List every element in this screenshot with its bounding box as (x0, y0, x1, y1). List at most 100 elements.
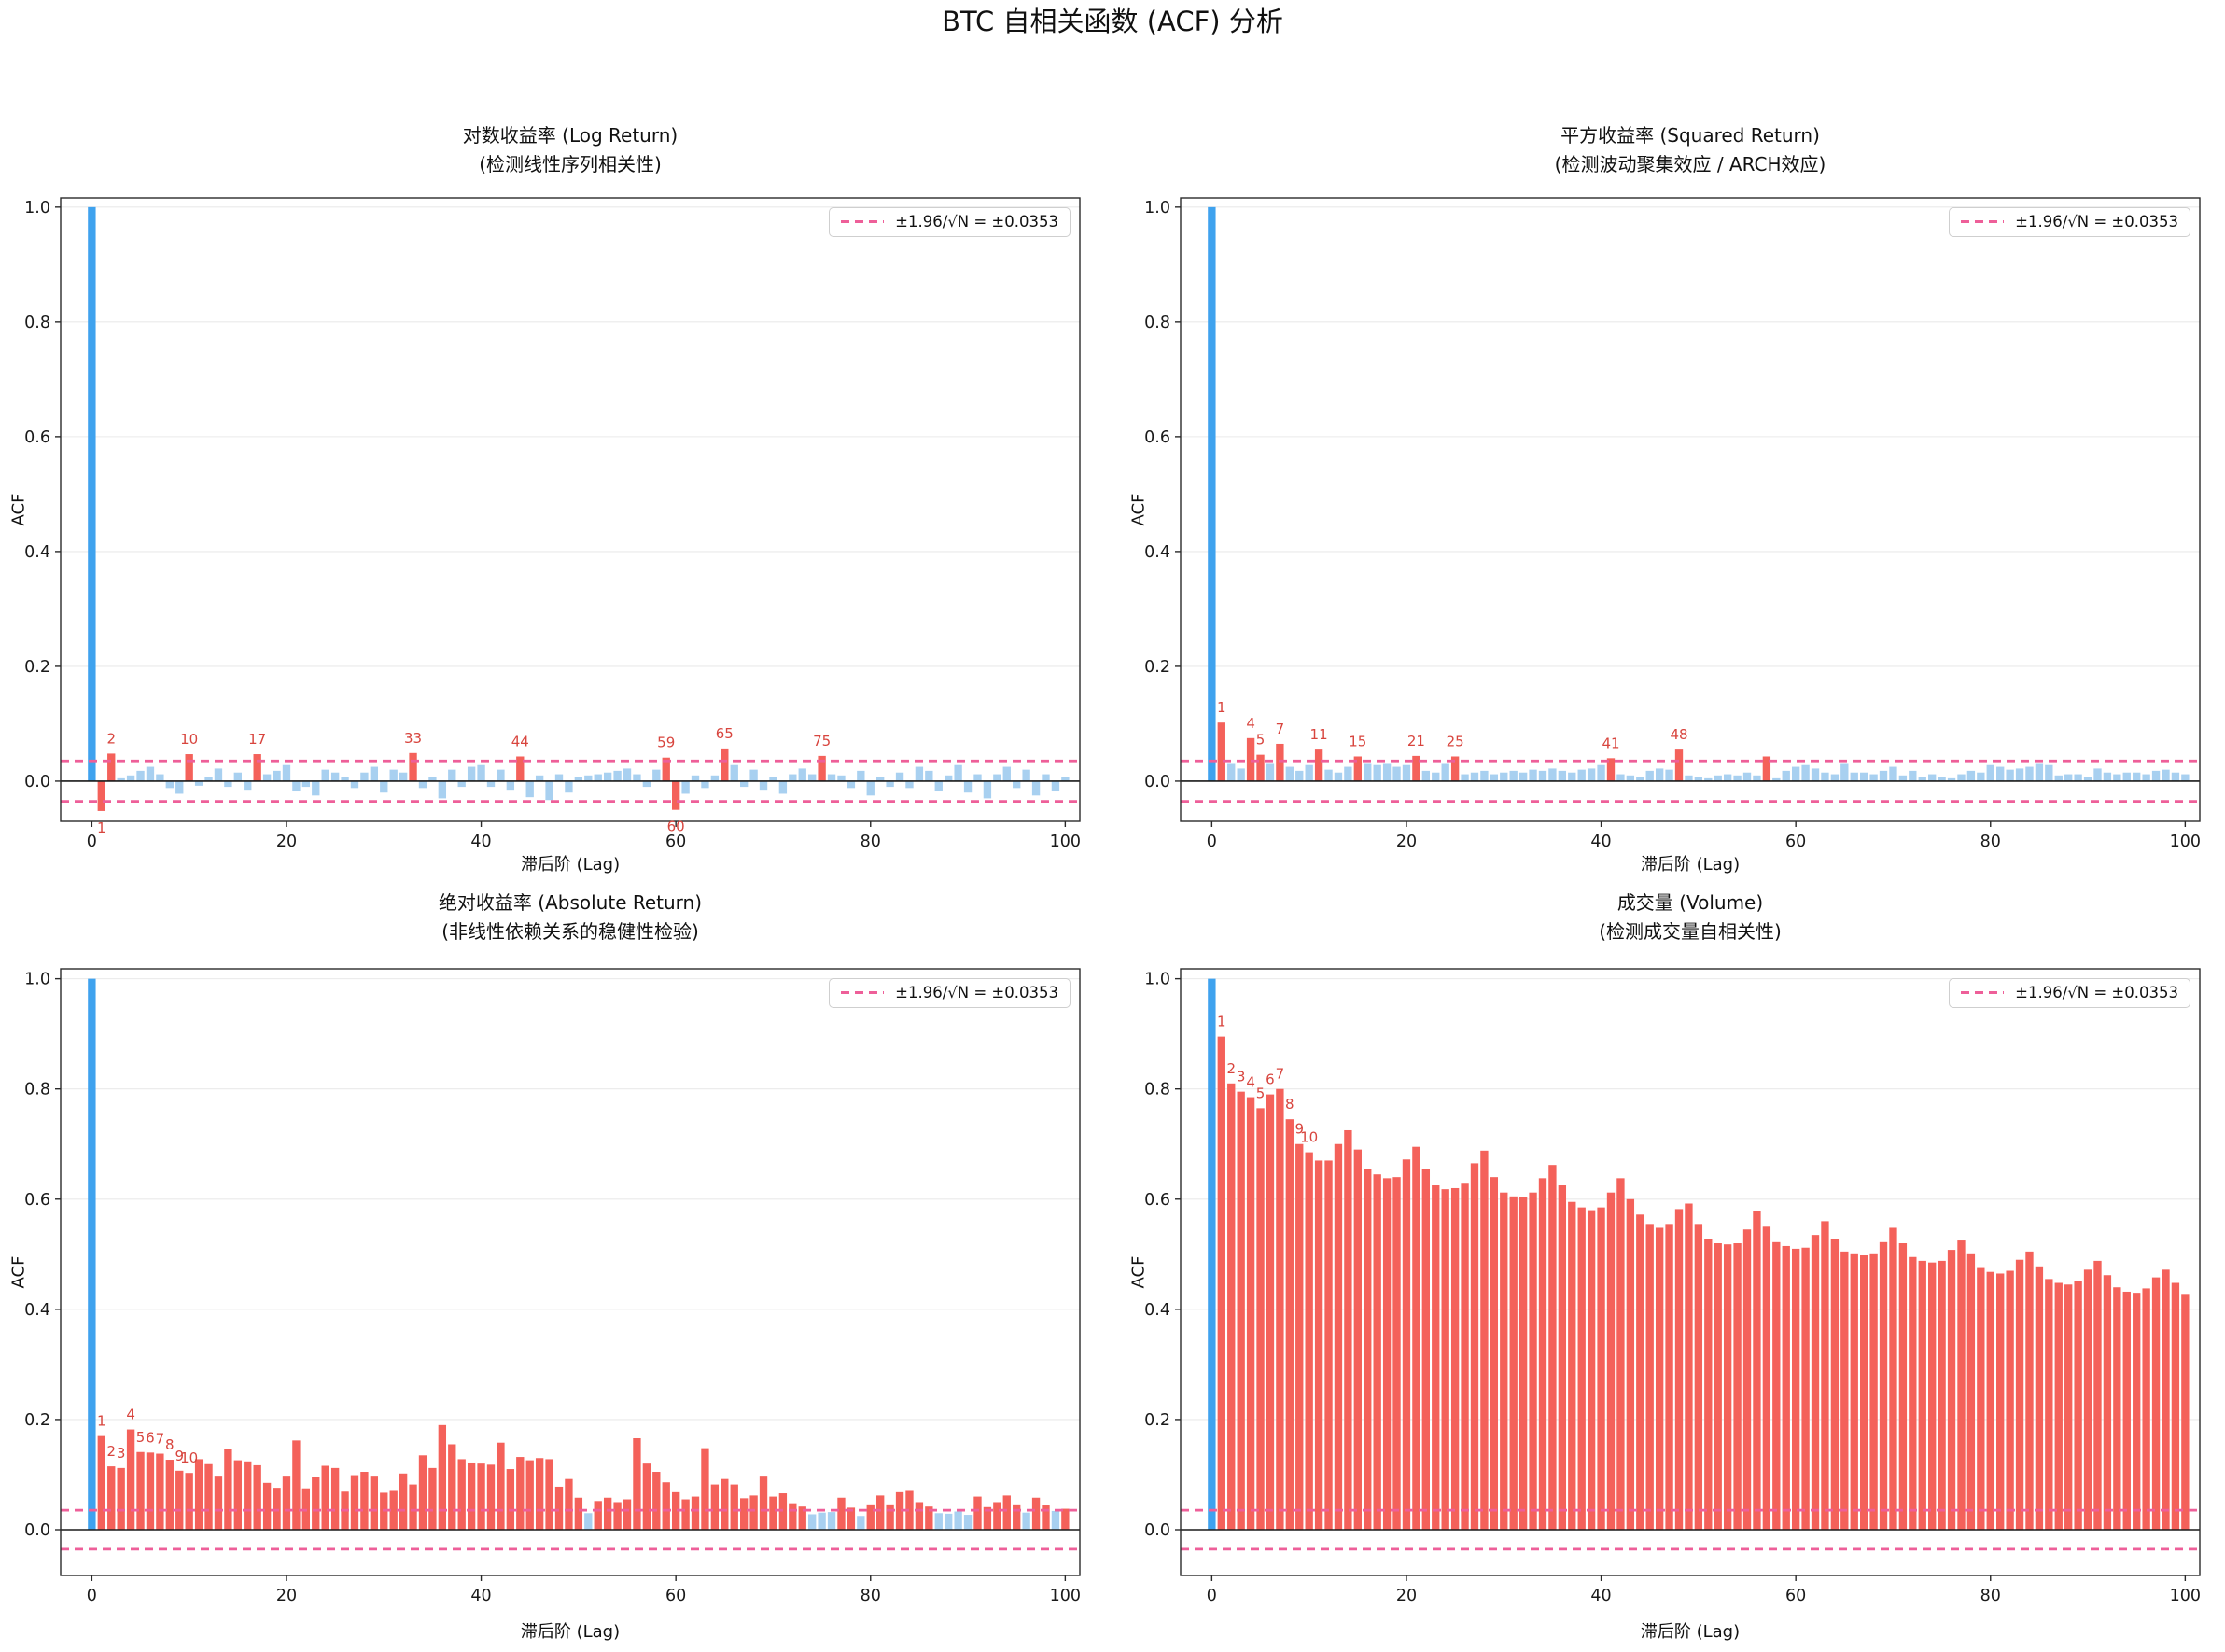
acf-bar (175, 1470, 184, 1530)
acf-bar (156, 1453, 164, 1530)
acf-bar (497, 769, 505, 781)
acf-bar (126, 1429, 135, 1530)
acf-bar (380, 780, 388, 793)
figure-title: BTC 自相关函数 (ACF) 分析 (942, 6, 1283, 37)
panel-volume-title-line1: 成交量 (Volume) (1616, 891, 1764, 914)
acf-bar (925, 1506, 933, 1530)
acf-bar (2045, 1279, 2053, 1530)
acf-bar (1597, 1207, 1605, 1530)
significant-lag-label: 11 (1310, 726, 1328, 743)
acf-bar (857, 770, 865, 781)
acf-bar (535, 1458, 544, 1530)
acf-bar (214, 1476, 223, 1530)
y-tick-label: 0.0 (24, 1521, 50, 1540)
acf-bar (1587, 1210, 1596, 1530)
acf-bar (2074, 1281, 2082, 1530)
acf-bar (2122, 1291, 2131, 1530)
acf-bar (136, 770, 145, 781)
panel-volume-legend: ±1.96/√N = ±0.0353 (1949, 978, 2190, 1008)
acf-bar (2083, 777, 2092, 781)
x-tick-label: 60 (665, 833, 686, 851)
acf-bar (1295, 1143, 1304, 1530)
acf-bar (1986, 764, 1994, 781)
acf-bar (1276, 1088, 1284, 1530)
acf-bar (1518, 1197, 1528, 1530)
acf-bar (769, 1496, 777, 1530)
acf-bar (1295, 770, 1304, 781)
acf-bar (1208, 206, 1216, 781)
acf-bar (1889, 766, 1897, 781)
acf-bar (1373, 1174, 1381, 1530)
acf-bar (1246, 1097, 1255, 1530)
acf-bar (204, 1463, 213, 1530)
acf-bar (2015, 768, 2024, 781)
acf-bar (535, 775, 544, 781)
acf-bar (1461, 774, 1469, 781)
x-tick-label: 100 (2170, 1587, 2201, 1605)
acf-bar (2103, 1275, 2112, 1530)
acf-bar (1742, 772, 1752, 781)
acf-bar (759, 1476, 768, 1530)
panel-squared-return-legend: ±1.96/√N = ±0.0353 (1949, 207, 2190, 237)
acf-bar (282, 764, 291, 781)
acf-bar (262, 1482, 272, 1530)
acf-bar (1723, 1244, 1732, 1530)
acf-bar (244, 780, 252, 791)
acf-bar (486, 1464, 496, 1530)
acf-bar (905, 1490, 914, 1530)
acf-bar (730, 1484, 738, 1530)
acf-bar (399, 1473, 408, 1530)
panel-volume-legend-label: ±1.96/√N = ±0.0353 (2015, 984, 2178, 1001)
acf-bar (1898, 775, 1908, 781)
acf-bar (1782, 1245, 1790, 1530)
panel-squared-return-title-line1: 平方收益率 (Squared Return) (1560, 124, 1820, 147)
acf-bar (1276, 743, 1284, 781)
acf-bar (321, 1465, 329, 1530)
acf-bar (1616, 774, 1625, 781)
acf-bar (273, 770, 281, 781)
acf-bar (428, 777, 437, 781)
significant-lag-label: 1 (97, 819, 106, 836)
significant-lag-label: 3 (1237, 1069, 1246, 1085)
panel-log-return-title: 对数收益率 (Log Return) (检测线性序列相关性) (197, 121, 944, 179)
acf-bar (516, 756, 525, 781)
acf-bar (642, 1463, 651, 1530)
acf-bar (1606, 758, 1616, 781)
acf-bar (721, 1478, 729, 1530)
significant-lag-label: 1 (1217, 699, 1226, 716)
x-tick-label: 20 (276, 1587, 297, 1605)
acf-bar (934, 780, 943, 792)
acf-bar (126, 775, 135, 781)
panel-absolute-return-title-line1: 绝对收益率 (Absolute Return) (438, 891, 703, 914)
significant-lag-label: 21 (1407, 733, 1425, 749)
panel-squared-return-title: 平方收益率 (Squared Return) (检测波动聚集效应 / ARCH效… (1317, 121, 2064, 179)
x-tick-label: 80 (861, 833, 881, 851)
acf-bar (2142, 774, 2150, 781)
significant-lag-label: 4 (1246, 1074, 1255, 1091)
significant-lag-label: 2 (106, 1443, 116, 1460)
acf-bar (1821, 1221, 1829, 1530)
acf-bar (954, 764, 962, 781)
panel-squared-return-title-line2: (检测波动聚集效应 / ARCH效应) (1554, 153, 1826, 175)
acf-bar (866, 780, 875, 796)
acf-bar (418, 1455, 427, 1530)
acf-bar (2181, 1294, 2190, 1530)
acf-bar (789, 1503, 797, 1530)
y-tick-label: 0.4 (24, 543, 50, 562)
significant-lag-label: 8 (1285, 1096, 1294, 1113)
x-tick-label: 100 (1050, 1587, 1081, 1605)
acf-bar (2113, 774, 2121, 781)
acf-bar (330, 1467, 340, 1530)
acf-bar (1947, 1250, 1956, 1530)
y-tick-label: 0.2 (24, 1411, 50, 1430)
significant-lag-label: 5 (136, 1429, 146, 1446)
acf-bar (1364, 1169, 1372, 1530)
acf-bar (1256, 754, 1265, 781)
acf-bar (1013, 1504, 1021, 1530)
acf-bar (623, 768, 632, 781)
acf-bar (1480, 1150, 1489, 1530)
acf-bar (330, 772, 340, 781)
acf-bar (1051, 1510, 1060, 1530)
confidence-band-dash-icon (841, 220, 885, 223)
acf-bar (1490, 774, 1499, 781)
